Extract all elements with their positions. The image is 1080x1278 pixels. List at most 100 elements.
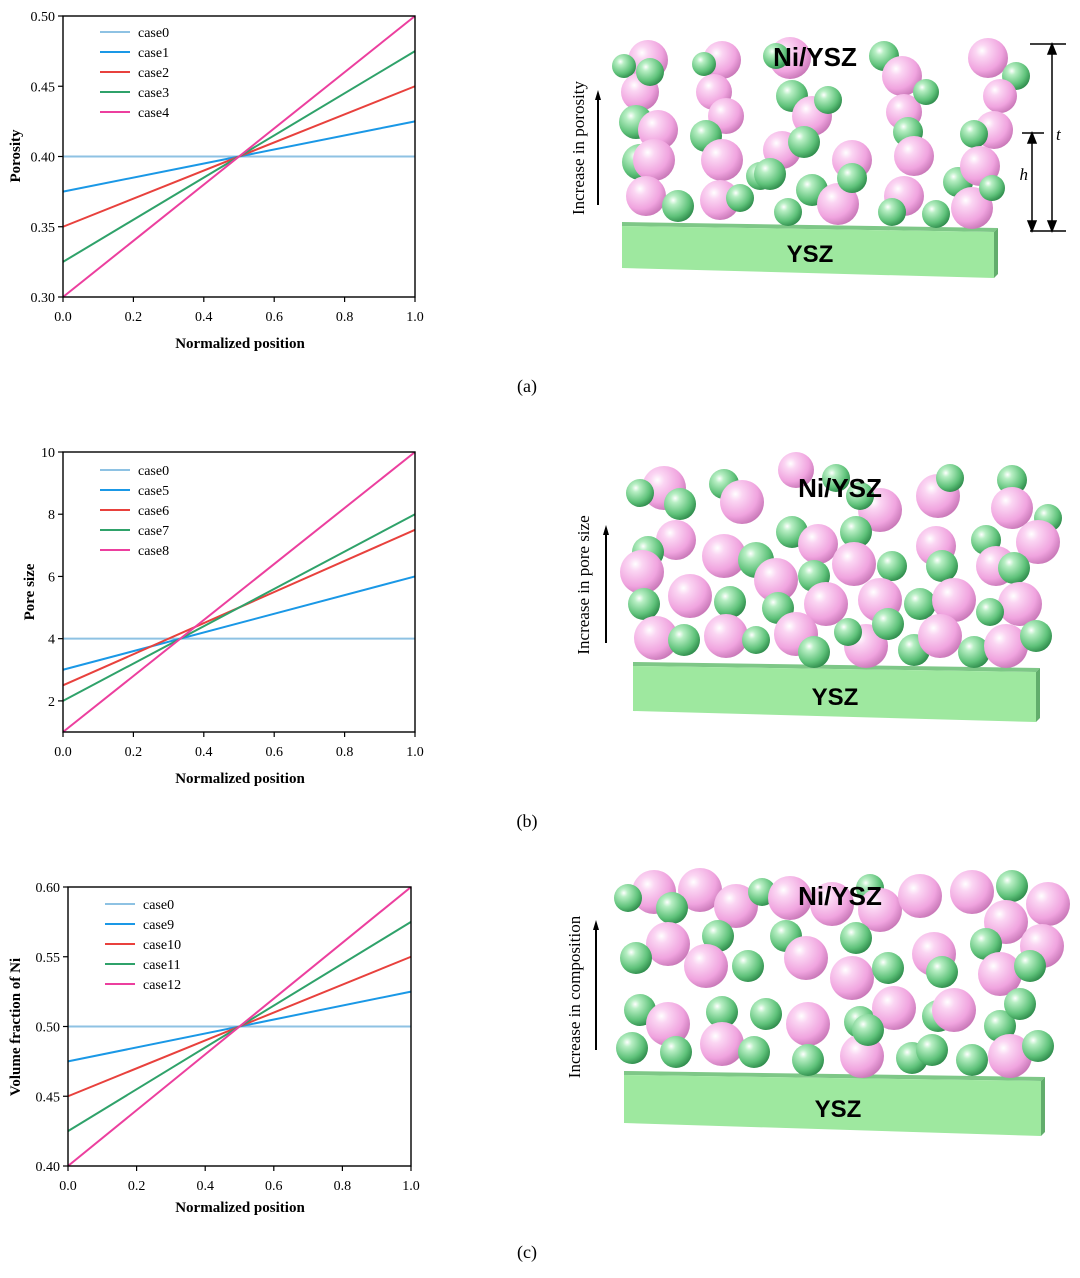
y-tick-label: 0.40 bbox=[31, 151, 56, 166]
ysz-particle bbox=[692, 52, 716, 76]
ysz-particle bbox=[662, 190, 694, 222]
ysz-particle bbox=[872, 608, 904, 640]
ysz-particle bbox=[822, 464, 850, 492]
legend-label-case10: case10 bbox=[143, 938, 181, 953]
x-tick-label: 0.6 bbox=[265, 1179, 283, 1194]
legend-label-case3: case3 bbox=[138, 86, 169, 101]
caption-c: (c) bbox=[517, 1242, 537, 1263]
ni-particle bbox=[832, 542, 876, 586]
x-tick-label: 0.2 bbox=[128, 1179, 146, 1194]
ni-particle bbox=[704, 614, 748, 658]
ni-particle bbox=[701, 139, 743, 181]
ni-particle bbox=[702, 534, 746, 578]
legend-label-case8: case8 bbox=[138, 544, 169, 559]
ni-particle bbox=[998, 582, 1042, 626]
x-tick-label: 0.2 bbox=[125, 745, 143, 760]
ysz-particle bbox=[837, 163, 867, 193]
ni-particle bbox=[858, 888, 902, 932]
x-tick-label: 1.0 bbox=[402, 1179, 420, 1194]
series-line-case8 bbox=[62, 451, 416, 733]
ysz-particle bbox=[714, 586, 746, 618]
ysz-particle bbox=[742, 626, 770, 654]
ni-particle bbox=[684, 944, 728, 988]
ysz-particle bbox=[628, 588, 660, 620]
y-tick-label: 0.35 bbox=[31, 221, 56, 236]
ysz-particle bbox=[926, 956, 958, 988]
chart-b-ylabel: Pore size bbox=[22, 563, 38, 620]
ysz-particle bbox=[970, 928, 1002, 960]
ysz-particle bbox=[976, 598, 1004, 626]
ysz-particle bbox=[668, 624, 700, 656]
chart-b: Pore size Normalized position 0.0 0.2 0.4 0… bbox=[22, 446, 424, 787]
ysz-particle bbox=[1004, 988, 1036, 1020]
ysz-particle bbox=[626, 479, 654, 507]
ni-particle bbox=[768, 876, 812, 920]
plot-frame bbox=[62, 451, 416, 733]
ysz-particle bbox=[998, 552, 1030, 584]
ni-particle bbox=[898, 874, 942, 918]
ni-particle bbox=[668, 574, 712, 618]
legend-label-case2: case2 bbox=[138, 66, 169, 81]
ysz-label-c: YSZ bbox=[815, 1096, 862, 1123]
ni-particle bbox=[1016, 520, 1060, 564]
legend-label-case0: case0 bbox=[143, 898, 174, 913]
y-tick-label: 2 bbox=[48, 695, 55, 710]
ysz-particle bbox=[877, 551, 907, 581]
ysz-particle bbox=[636, 58, 664, 86]
ysz-particle bbox=[612, 54, 636, 78]
ysz-particle bbox=[997, 465, 1027, 495]
ysz-particle bbox=[960, 120, 988, 148]
x-tick-label: 0.4 bbox=[195, 310, 213, 325]
ni-particle bbox=[786, 1002, 830, 1046]
ysz-particle bbox=[852, 1014, 884, 1046]
ni-particle bbox=[810, 882, 854, 926]
series-line-case5 bbox=[62, 575, 416, 671]
ysz-particle bbox=[732, 950, 764, 982]
x-tick-label: 0.0 bbox=[59, 1179, 77, 1194]
chart-c-ylabel: Volume fraction of Ni bbox=[8, 958, 24, 1096]
chart-b-xlabel: Normalized position bbox=[175, 771, 305, 787]
ni-particle bbox=[882, 56, 922, 96]
ysz-particle bbox=[958, 636, 990, 668]
ysz-particle bbox=[620, 942, 652, 974]
arrow-label-b: Increase in pore size bbox=[574, 515, 593, 654]
ni-ysz-label-c: Ni/YSZ bbox=[798, 881, 882, 911]
ni-particle bbox=[620, 550, 664, 594]
series-line-case4 bbox=[62, 15, 416, 298]
legend-label-case4: case4 bbox=[138, 106, 169, 121]
ni-particle bbox=[932, 578, 976, 622]
y-tick-label: 6 bbox=[48, 570, 55, 585]
legend-label-case1: case1 bbox=[138, 46, 169, 61]
ysz-particle bbox=[706, 996, 738, 1028]
ni-particle bbox=[798, 524, 838, 564]
legend-label-case9: case9 bbox=[143, 918, 174, 933]
ysz-particle bbox=[904, 588, 936, 620]
y-tick-label: 0.45 bbox=[36, 1090, 61, 1105]
ni-ysz-label-b: Ni/YSZ bbox=[798, 473, 882, 503]
ysz-particle bbox=[792, 1044, 824, 1076]
ysz-particle bbox=[614, 884, 642, 912]
chart-a: Porosity Normalized position 0.0 0.2 0.4 0.… bbox=[8, 10, 424, 352]
ysz-particle bbox=[913, 79, 939, 105]
ni-particle bbox=[894, 136, 934, 176]
series-line-case7 bbox=[62, 513, 416, 702]
x-tick-label: 0.2 bbox=[125, 310, 143, 325]
ysz-particle bbox=[616, 1032, 648, 1064]
x-tick-label: 0.0 bbox=[54, 745, 72, 760]
caption-b: (b) bbox=[517, 811, 538, 832]
ni-particle bbox=[714, 884, 758, 928]
ni-particle bbox=[646, 1002, 690, 1046]
ysz-particle bbox=[702, 920, 734, 952]
ni-particle bbox=[951, 187, 993, 229]
legend-label-case0: case0 bbox=[138, 464, 169, 479]
ysz-particle bbox=[872, 952, 904, 984]
ysz-particle bbox=[846, 482, 874, 510]
y-tick-label: 8 bbox=[48, 508, 55, 523]
ni-ysz-label-a: Ni/YSZ bbox=[773, 42, 857, 72]
ysz-particle bbox=[656, 892, 688, 924]
ysz-particle bbox=[916, 1034, 948, 1066]
ni-particle bbox=[678, 868, 722, 912]
ni-particle bbox=[988, 1034, 1032, 1078]
ni-particle bbox=[633, 139, 675, 181]
ysz-substrate-b bbox=[633, 662, 1040, 722]
